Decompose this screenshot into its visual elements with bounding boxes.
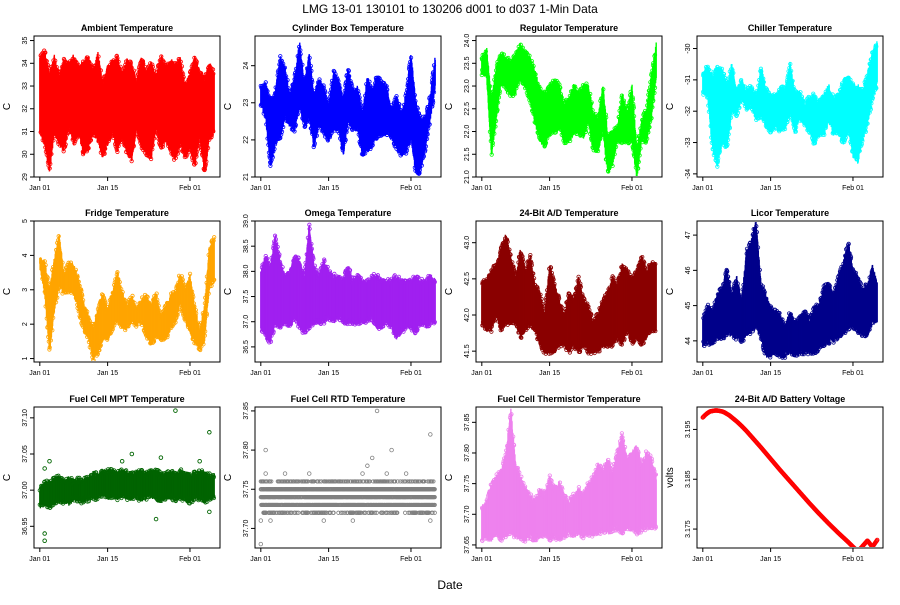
panel-title: Chiller Temperature — [748, 23, 832, 33]
y-tick-label: 21.5 — [464, 147, 471, 161]
chart-panel: Regulator Temperature C 21.0 21.5 22.0 22.5 23… — [444, 23, 662, 192]
panel-title: Regulator Temperature — [520, 23, 618, 33]
x-tick-label: Jan 15 — [760, 185, 781, 192]
y-tick-label: -30 — [685, 43, 692, 53]
x-tick-label: Jan 15 — [539, 185, 560, 192]
x-tick-label: Jan 01 — [29, 370, 50, 377]
y-tick-label: 4 — [22, 253, 29, 257]
y-tick-label: 22.5 — [464, 102, 471, 116]
chart-panel: Ambient Temperature C 29 30 31 32 33 34 35 Jan 01… — [2, 23, 220, 192]
x-tick-label: Feb 01 — [179, 370, 201, 377]
x-tick-label: Feb 01 — [842, 185, 864, 192]
y-tick-label: -32 — [685, 106, 692, 116]
y-tick-label: 23.5 — [464, 56, 471, 70]
y-tick-label: 2 — [22, 322, 29, 326]
x-tick-label: Jan 15 — [318, 185, 339, 192]
y-axis-label: C — [2, 103, 13, 110]
y-tick-label: -33 — [685, 137, 692, 147]
y-tick-label: 30 — [22, 150, 29, 158]
data-layer — [480, 42, 657, 179]
y-tick-label: 29 — [22, 173, 29, 181]
y-axis-label: C — [665, 103, 676, 110]
y-tick-label: -34 — [685, 169, 692, 179]
y-tick-label: 23.0 — [464, 79, 471, 93]
y-axis-label: C — [444, 103, 455, 110]
y-axis-label: C — [223, 103, 234, 110]
x-tick-label: Feb 01 — [179, 185, 201, 192]
y-tick-label: 22 — [243, 136, 250, 144]
data-layer — [259, 43, 436, 176]
y-tick-label: 24 — [243, 62, 250, 70]
y-tick-label: 35 — [22, 37, 29, 45]
x-tick-label: Jan 15 — [97, 185, 118, 192]
y-tick-label: -31 — [685, 75, 692, 85]
x-tick-label: Jan 15 — [97, 370, 118, 377]
y-tick-label: 33 — [22, 82, 29, 90]
x-tick-label: Jan 01 — [692, 185, 713, 192]
panel-title: Fridge Temperature — [85, 208, 169, 218]
x-tick-label: Feb 01 — [400, 185, 422, 192]
panel-title: Cylinder Box Temperature — [292, 23, 404, 33]
x-tick-label: Feb 01 — [621, 185, 643, 192]
figure-title: LMG 13-01 130101 to 130206 d001 to d037 … — [302, 2, 598, 16]
y-tick-label: 24.0 — [464, 34, 471, 48]
y-tick-label: 34 — [22, 59, 29, 67]
data-layer — [701, 41, 878, 168]
y-tick-label: 1 — [22, 357, 29, 361]
y-tick-label: 5 — [22, 219, 29, 223]
chart-panel: Chiller Temperature C -34 -33 -32 -31 -30 Jan 0… — [665, 23, 883, 192]
y-tick-label: 31 — [22, 128, 29, 136]
y-tick-label: 32 — [22, 105, 29, 113]
x-tick-label: Jan 01 — [250, 185, 271, 192]
data-layer — [39, 49, 215, 172]
x-axis-label: Date — [437, 578, 463, 592]
chart-panel: Fridge Temperature C 1 2 3 4 5 Jan 01 Jan 15 Feb … — [2, 208, 220, 377]
chart-panel: Cylinder Box Temperature C 21 22 23 24 Jan 01 J… — [223, 23, 441, 192]
x-tick-label: Jan 01 — [471, 185, 492, 192]
data-layer — [40, 235, 216, 362]
y-tick-label: 3 — [22, 288, 29, 292]
panel-title: Ambient Temperature — [81, 23, 173, 33]
y-axis-label: C — [2, 288, 13, 295]
y-tick-label: 21.0 — [464, 170, 471, 184]
x-tick-label: Jan 01 — [29, 185, 50, 192]
y-tick-label: 22.0 — [464, 125, 471, 139]
y-tick-label: 23 — [243, 99, 250, 107]
y-tick-label: 21 — [243, 173, 250, 181]
